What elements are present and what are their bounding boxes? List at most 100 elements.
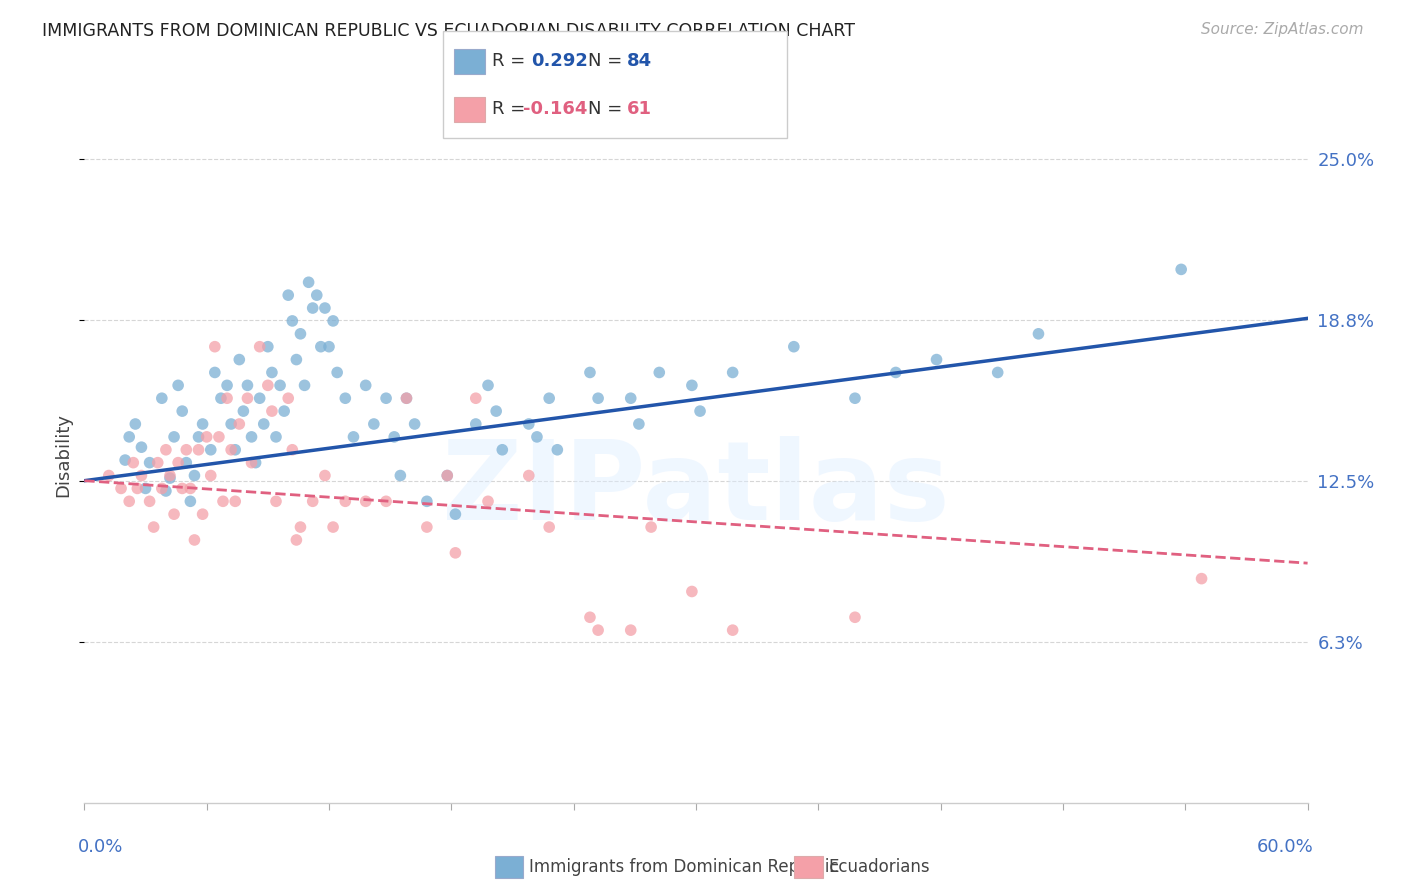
Point <box>176 442 198 457</box>
Point <box>208 430 231 444</box>
Text: Source: ZipAtlas.com: Source: ZipAtlas.com <box>1201 22 1364 37</box>
Point <box>538 520 561 534</box>
Point <box>236 391 259 405</box>
Text: IMMIGRANTS FROM DOMINICAN REPUBLIC VS ECUADORIAN DISABILITY CORRELATION CHART: IMMIGRANTS FROM DOMINICAN REPUBLIC VS EC… <box>42 22 855 40</box>
Text: R =: R = <box>492 100 531 118</box>
Point <box>224 442 246 457</box>
Point <box>179 494 201 508</box>
Point <box>260 366 283 380</box>
Point <box>546 442 568 457</box>
Point <box>249 391 271 405</box>
Point <box>219 442 242 457</box>
Point <box>342 430 364 444</box>
Point <box>586 623 609 637</box>
Point <box>395 391 418 405</box>
Text: 0.0%: 0.0% <box>79 838 124 855</box>
Point <box>245 456 267 470</box>
Point <box>579 366 602 380</box>
Point <box>627 417 650 431</box>
Point <box>464 417 486 431</box>
Point <box>689 404 711 418</box>
Point <box>97 468 120 483</box>
Point <box>382 430 405 444</box>
Text: Ecuadorians: Ecuadorians <box>828 858 929 876</box>
Point <box>517 468 540 483</box>
Point <box>127 482 149 496</box>
Point <box>844 391 866 405</box>
Point <box>224 494 246 508</box>
Point <box>155 483 177 498</box>
Point <box>721 623 744 637</box>
Point <box>285 352 308 367</box>
Point <box>114 453 136 467</box>
Point <box>987 366 1010 380</box>
Point <box>200 468 222 483</box>
Text: -0.164: -0.164 <box>523 100 588 118</box>
Point <box>404 417 426 431</box>
Point <box>138 456 160 470</box>
Point <box>844 610 866 624</box>
Point <box>491 442 513 457</box>
Point <box>131 440 153 454</box>
Text: N =: N = <box>588 52 627 70</box>
Point <box>301 494 323 508</box>
Point <box>253 417 276 431</box>
Point <box>219 417 242 431</box>
Point <box>586 391 609 405</box>
Point <box>326 366 349 380</box>
Point <box>416 520 439 534</box>
Point <box>285 533 308 547</box>
Point <box>209 391 232 405</box>
Point <box>176 456 198 470</box>
Point <box>389 468 412 483</box>
Point <box>538 391 561 405</box>
Point <box>526 430 548 444</box>
Point <box>335 391 357 405</box>
Point <box>681 378 703 392</box>
Point <box>436 468 458 483</box>
Point <box>191 507 214 521</box>
Y-axis label: Disability: Disability <box>55 413 73 497</box>
Point <box>648 366 671 380</box>
Point <box>783 340 806 354</box>
Point <box>363 417 385 431</box>
Point <box>318 340 340 354</box>
Point <box>884 366 907 380</box>
Point <box>118 494 141 508</box>
Point <box>217 391 239 405</box>
Point <box>464 391 486 405</box>
Point <box>485 404 508 418</box>
Point <box>281 314 304 328</box>
Point <box>150 482 173 496</box>
Point <box>294 378 316 392</box>
Point <box>314 301 336 315</box>
Point <box>150 391 173 405</box>
Point <box>354 378 377 392</box>
Text: R =: R = <box>492 52 531 70</box>
Point <box>1170 262 1192 277</box>
Point <box>579 610 602 624</box>
Text: 84: 84 <box>627 52 652 70</box>
Point <box>228 352 250 367</box>
Point <box>354 494 377 508</box>
Point <box>281 442 304 457</box>
Point <box>375 391 398 405</box>
Point <box>159 468 181 483</box>
Point <box>925 352 948 367</box>
Point <box>204 340 226 354</box>
Point <box>138 494 160 508</box>
Point <box>191 417 214 431</box>
Point <box>236 378 259 392</box>
Point <box>322 520 344 534</box>
Point <box>395 391 418 405</box>
Point <box>273 404 295 418</box>
Point <box>240 430 263 444</box>
Point <box>1028 326 1050 341</box>
Point <box>183 468 205 483</box>
Point <box>322 314 344 328</box>
Point <box>172 482 194 496</box>
Point <box>416 494 439 508</box>
Point <box>179 482 201 496</box>
Text: 61: 61 <box>627 100 652 118</box>
Point <box>721 366 744 380</box>
